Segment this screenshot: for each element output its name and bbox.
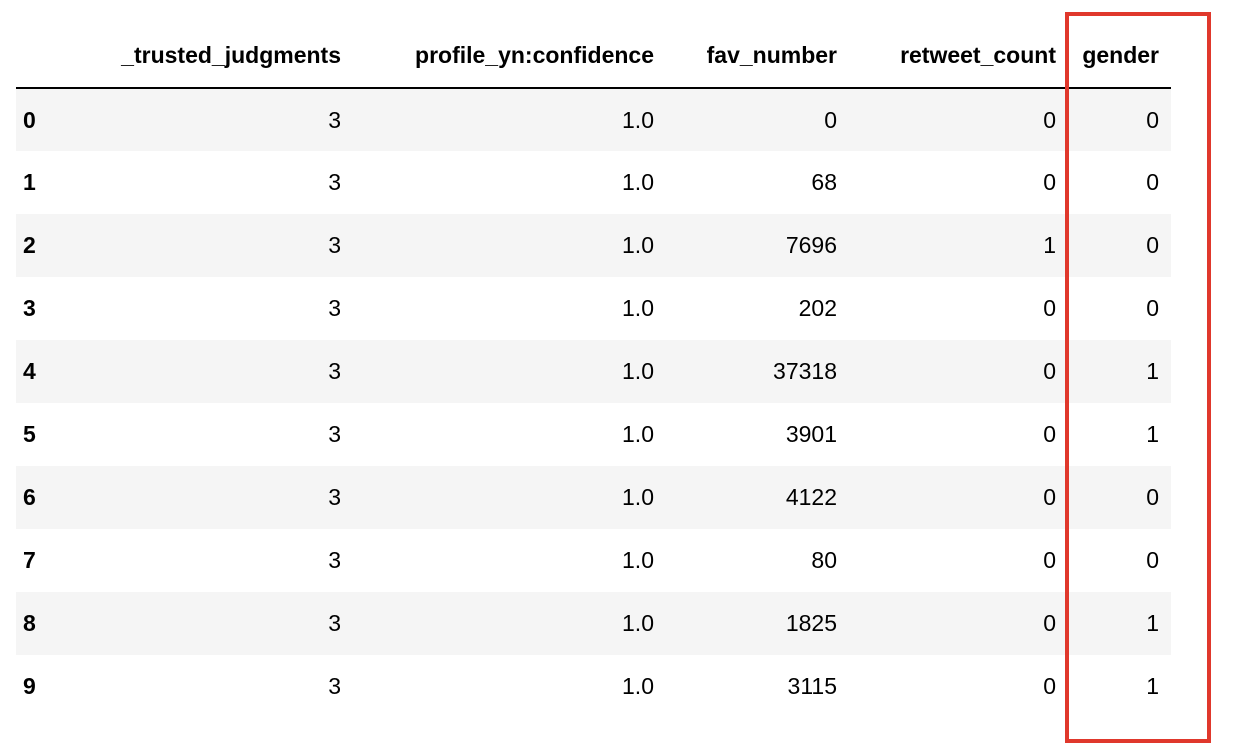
- cell-retweet-count: 0: [1043, 673, 1056, 699]
- cell-trusted-judgments: 3: [328, 295, 341, 321]
- cell-trusted-judgments: 3: [328, 358, 341, 384]
- cell-trusted-judgments: 3: [328, 610, 341, 636]
- cell-gender: 0: [1146, 106, 1159, 133]
- table-row: 0 3 1.0 0 0 0: [16, 88, 1171, 151]
- table-row: 6 3 1.0 4122 0 0: [16, 466, 1171, 529]
- cell-fav-number: 1825: [785, 610, 837, 636]
- cell-profile-yn-confidence: 1.0: [622, 295, 654, 321]
- table-row: 2 3 1.0 7696 1 0: [16, 214, 1171, 277]
- cell-fav-number: 0: [824, 106, 837, 133]
- table-row: 4 3 1.0 37318 0 1: [16, 340, 1171, 403]
- cell-trusted-judgments: 3: [328, 232, 341, 258]
- cell-gender: 0: [1146, 547, 1159, 573]
- row-index: 9: [23, 673, 36, 699]
- cell-fav-number: 3901: [785, 421, 837, 447]
- cell-trusted-judgments: 3: [328, 421, 341, 447]
- cell-gender: 1: [1146, 673, 1159, 699]
- cell-trusted-judgments: 3: [328, 484, 341, 510]
- row-index: 5: [23, 421, 36, 447]
- table-row: 9 3 1.0 3115 0 1: [16, 655, 1171, 718]
- cell-gender: 1: [1146, 421, 1159, 447]
- cell-fav-number: 80: [811, 547, 837, 573]
- cell-trusted-judgments: 3: [328, 673, 341, 699]
- cell-fav-number: 3115: [787, 673, 837, 699]
- cell-profile-yn-confidence: 1.0: [622, 358, 654, 384]
- cell-profile-yn-confidence: 1.0: [622, 421, 654, 447]
- cell-fav-number: 37318: [773, 358, 837, 384]
- row-index: 4: [23, 358, 36, 384]
- row-index: 1: [23, 169, 36, 195]
- cell-retweet-count: 0: [1043, 169, 1056, 195]
- column-header-trusted-judgments: _trusted_judgments: [80, 24, 341, 89]
- row-index: 6: [23, 484, 36, 510]
- table-row: 7 3 1.0 80 0 0: [16, 529, 1171, 592]
- cell-fav-number: 202: [798, 295, 837, 321]
- cell-gender: 1: [1146, 358, 1159, 384]
- table-row: 1 3 1.0 68 0 0: [16, 151, 1171, 214]
- row-index: 0: [23, 106, 36, 133]
- column-header-profile-yn-confidence: profile_yn:confidence: [341, 24, 654, 89]
- cell-retweet-count: 0: [1043, 106, 1056, 133]
- index-header: [16, 24, 80, 89]
- cell-gender: 1: [1146, 610, 1159, 636]
- cell-retweet-count: 0: [1043, 295, 1056, 321]
- row-index: 7: [23, 547, 36, 573]
- cell-retweet-count: 0: [1043, 547, 1056, 573]
- column-header-fav-number: fav_number: [654, 24, 837, 89]
- cell-profile-yn-confidence: 1.0: [622, 547, 654, 573]
- cell-profile-yn-confidence: 1.0: [622, 484, 654, 510]
- table-header: _trusted_judgments profile_yn:confidence…: [16, 24, 1171, 89]
- cell-profile-yn-confidence: 1.0: [622, 610, 654, 636]
- cell-gender: 0: [1146, 169, 1159, 195]
- cell-trusted-judgments: 3: [328, 169, 341, 195]
- table-row: 8 3 1.0 1825 0 1: [16, 592, 1171, 655]
- row-index: 3: [23, 295, 36, 321]
- cell-profile-yn-confidence: 1.0: [622, 232, 654, 258]
- cell-gender: 0: [1146, 484, 1159, 510]
- cell-profile-yn-confidence: 1.0: [622, 673, 654, 699]
- table-row: 5 3 1.0 3901 0 1: [16, 403, 1171, 466]
- cell-profile-yn-confidence: 1.0: [622, 106, 654, 133]
- header-row: _trusted_judgments profile_yn:confidence…: [16, 24, 1171, 89]
- cell-retweet-count: 0: [1043, 610, 1056, 636]
- cell-retweet-count: 1: [1043, 232, 1056, 258]
- cell-fav-number: 4122: [785, 484, 837, 510]
- column-header-gender: gender: [1056, 24, 1171, 89]
- cell-gender: 0: [1146, 295, 1159, 321]
- row-index: 8: [23, 610, 36, 636]
- cell-gender: 0: [1146, 232, 1159, 258]
- table-row: 3 3 1.0 202 0 0: [16, 277, 1171, 340]
- cell-trusted-judgments: 3: [328, 547, 341, 573]
- cell-retweet-count: 0: [1043, 358, 1056, 384]
- cell-retweet-count: 0: [1043, 421, 1056, 447]
- cell-profile-yn-confidence: 1.0: [622, 169, 654, 195]
- column-header-retweet-count: retweet_count: [837, 24, 1056, 89]
- table-body: 0 3 1.0 0 0 0 1 3 1.0 68 0 0 2 3 1.0 769…: [16, 88, 1171, 718]
- row-index: 2: [23, 232, 36, 258]
- cell-trusted-judgments: 3: [328, 106, 341, 133]
- cell-fav-number: 68: [811, 169, 837, 195]
- cell-fav-number: 7696: [785, 232, 837, 258]
- cell-retweet-count: 0: [1043, 484, 1056, 510]
- dataframe-table: _trusted_judgments profile_yn:confidence…: [16, 24, 1171, 718]
